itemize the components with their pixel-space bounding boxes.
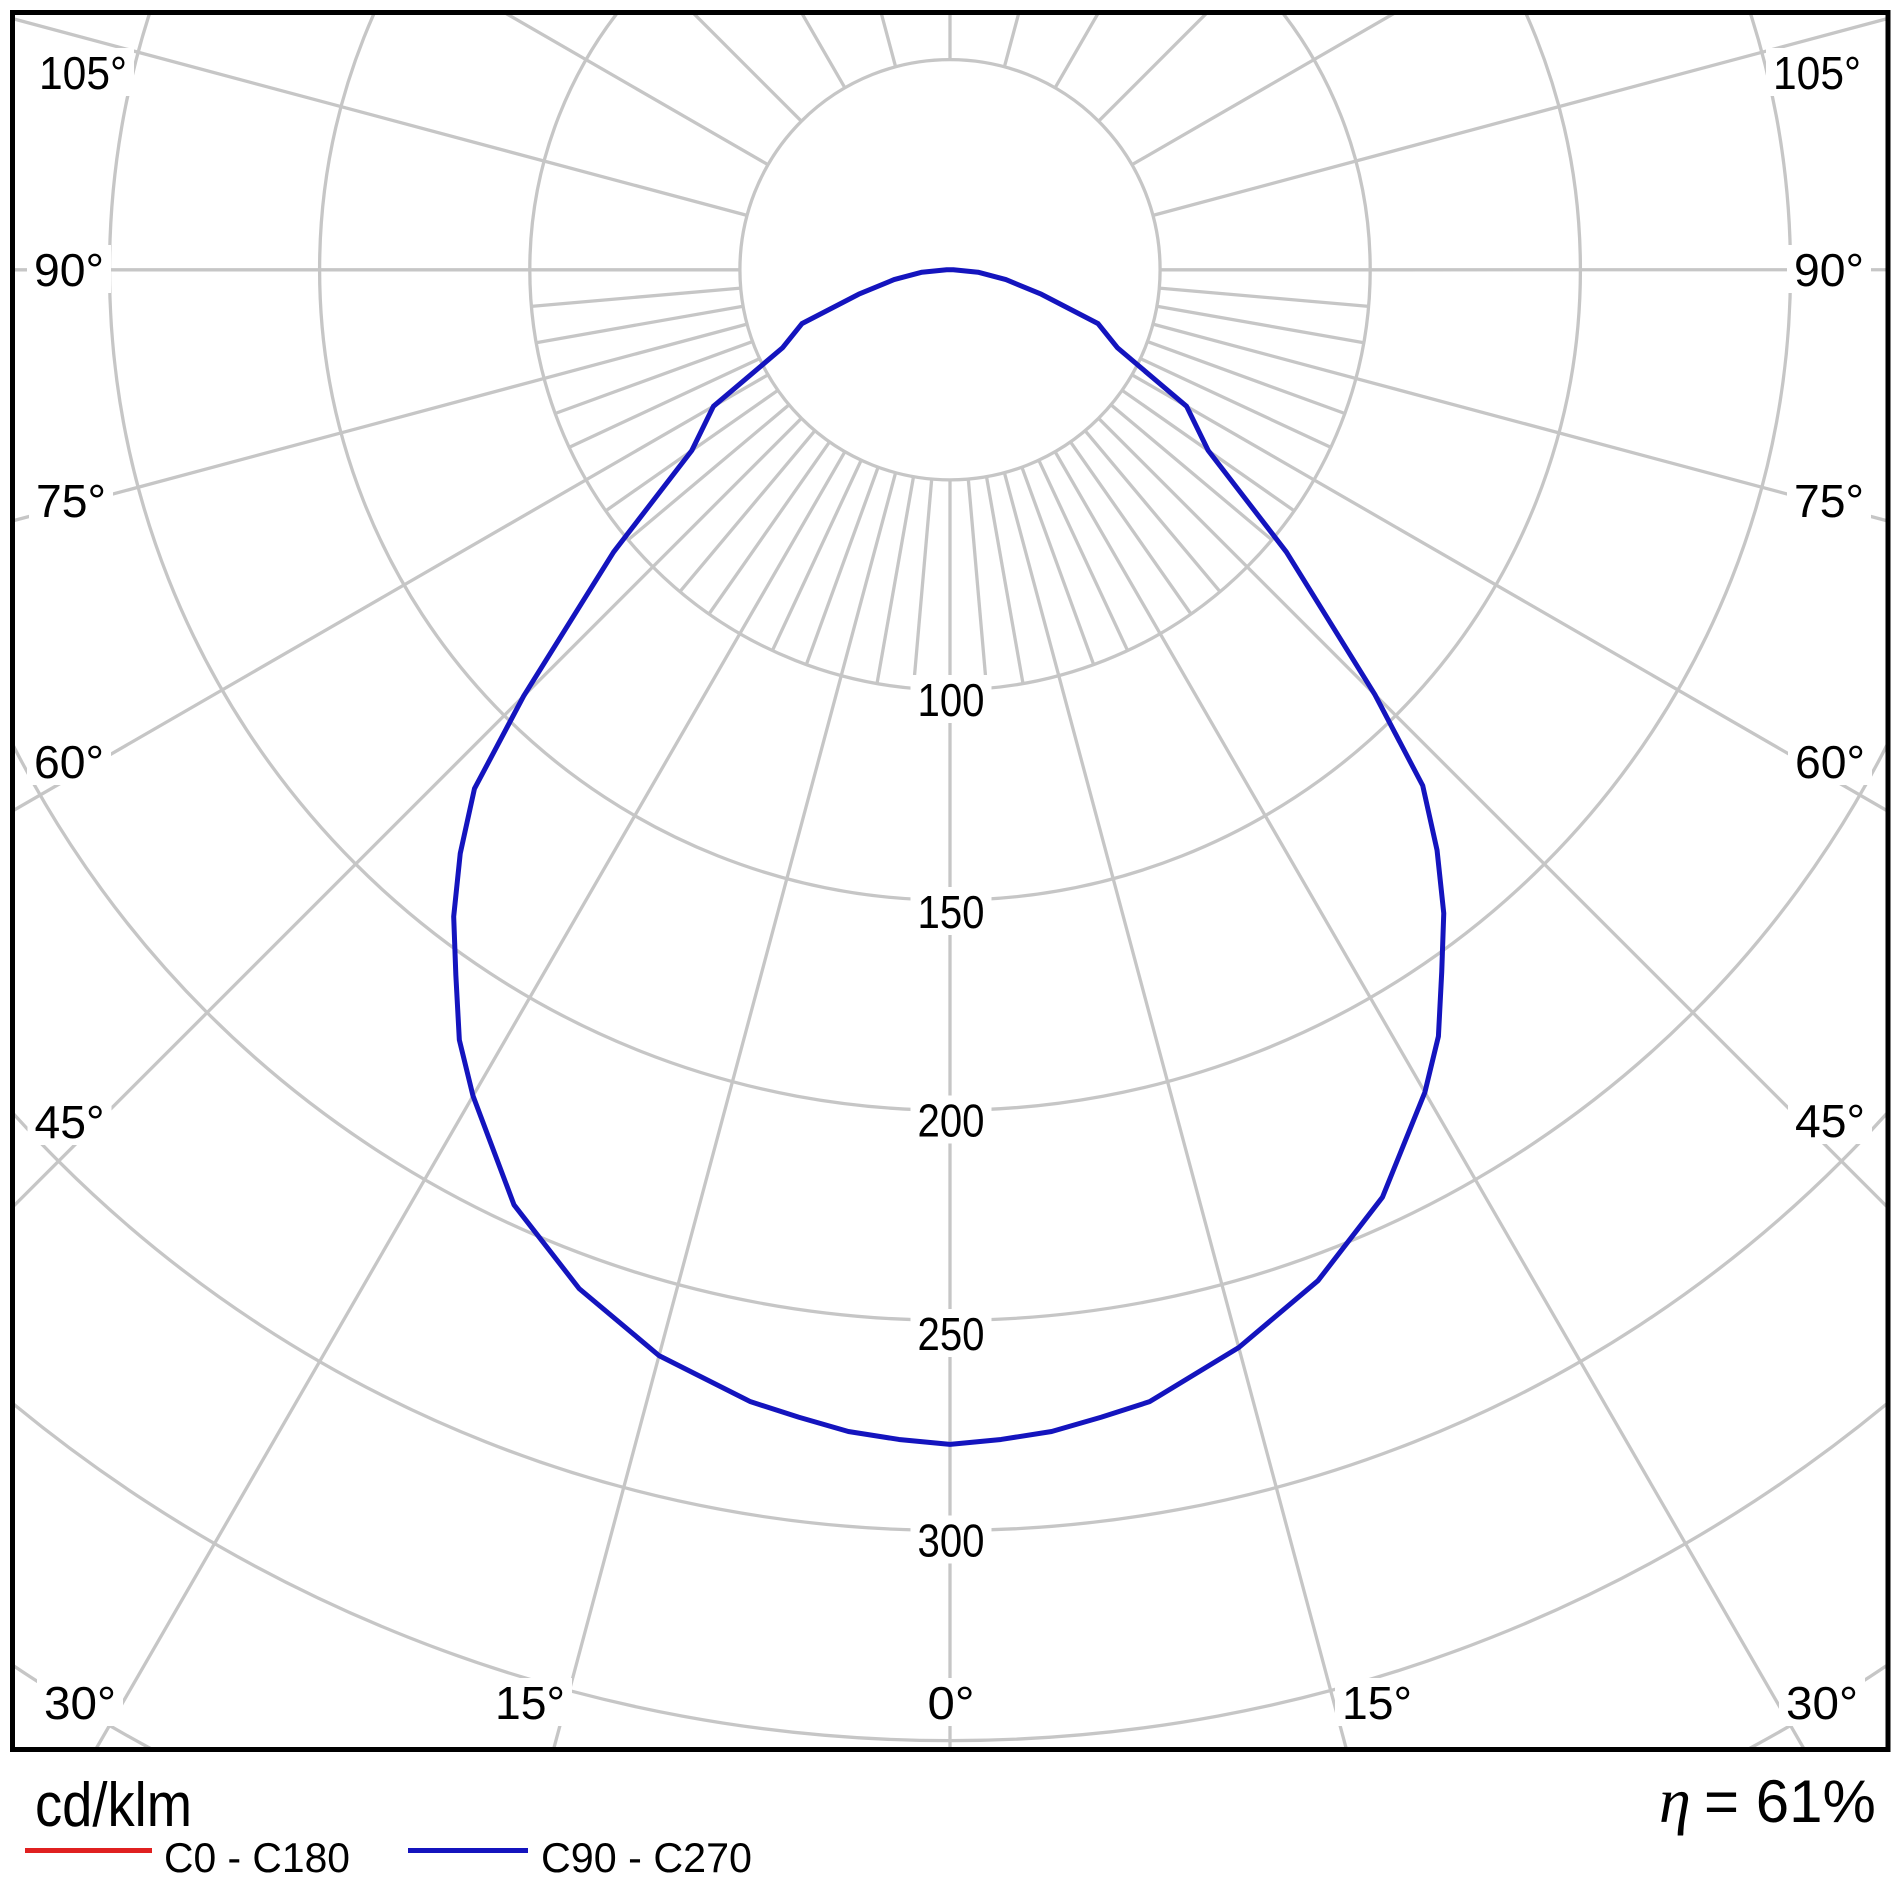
svg-text:η: η	[1659, 1765, 1691, 1836]
svg-text:105°: 105°	[1773, 47, 1861, 99]
svg-text:75°: 75°	[36, 475, 106, 527]
svg-text:= 61%: = 61%	[1704, 1768, 1876, 1835]
svg-text:200: 200	[918, 1094, 985, 1146]
svg-text:90°: 90°	[1794, 244, 1864, 296]
svg-text:45°: 45°	[1795, 1095, 1865, 1147]
svg-text:30°: 30°	[1786, 1677, 1858, 1729]
svg-text:90°: 90°	[34, 244, 104, 296]
svg-text:C0 - C180: C0 - C180	[164, 1834, 350, 1881]
svg-text:100: 100	[918, 674, 985, 726]
svg-text:60°: 60°	[34, 736, 104, 788]
svg-text:15°: 15°	[1342, 1677, 1412, 1729]
svg-text:60°: 60°	[1795, 736, 1865, 788]
svg-text:300: 300	[918, 1514, 985, 1566]
svg-text:250: 250	[918, 1308, 985, 1360]
svg-text:75°: 75°	[1794, 475, 1864, 527]
svg-text:30°: 30°	[44, 1677, 116, 1729]
svg-text:0°: 0°	[928, 1677, 975, 1729]
svg-text:C90 - C270: C90 - C270	[541, 1834, 752, 1881]
svg-text:105°: 105°	[39, 47, 127, 99]
svg-text:15°: 15°	[495, 1677, 565, 1729]
svg-text:cd/klm: cd/klm	[35, 1771, 192, 1840]
svg-text:150: 150	[918, 886, 985, 938]
svg-text:45°: 45°	[35, 1096, 105, 1148]
